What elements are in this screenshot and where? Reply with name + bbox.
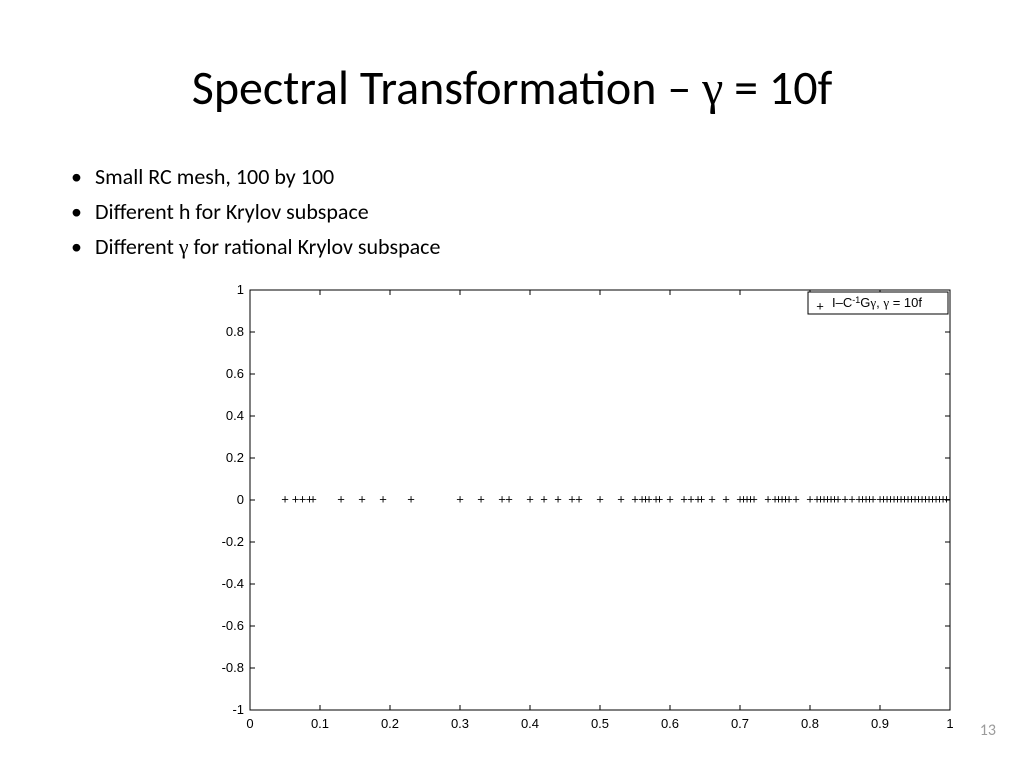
- svg-text:+: +: [281, 491, 289, 506]
- svg-text:I–C-1Gγ, γ = 10f: I–C-1Gγ, γ = 10f: [832, 295, 922, 310]
- svg-text:0.3: 0.3: [451, 716, 469, 731]
- svg-text:+: +: [337, 491, 345, 506]
- svg-text:+: +: [656, 491, 664, 506]
- svg-text:0.2: 0.2: [226, 450, 244, 465]
- chart-svg: -1 -0.8 -0.6 -0.4 -0.2 0 0.2 0.4 0.6 0.8 1 0 0.1 0.2 0…: [200, 280, 960, 740]
- scatter-chart: -1 -0.8 -0.6 -0.4 -0.2 0 0.2 0.4 0.6 0.8 1 0 0.1 0.2 0…: [200, 280, 960, 740]
- svg-text:+: +: [540, 491, 548, 506]
- svg-text:+: +: [708, 491, 716, 506]
- bullet-list: Small RC mesh, 100 by 100 Different h fo…: [95, 160, 440, 265]
- svg-text:+: +: [456, 491, 464, 506]
- slide: Spectral Transformation – γ = 10f Small …: [0, 0, 1024, 768]
- svg-text:-0.4: -0.4: [222, 576, 244, 591]
- svg-text:1: 1: [237, 282, 244, 297]
- svg-text:+: +: [526, 491, 534, 506]
- svg-text:0.6: 0.6: [226, 366, 244, 381]
- svg-text:0.9: 0.9: [871, 716, 889, 731]
- svg-text:-1: -1: [232, 702, 244, 717]
- svg-text:+: +: [943, 491, 951, 506]
- svg-text:-0.8: -0.8: [222, 660, 244, 675]
- page-number: 13: [980, 721, 996, 740]
- svg-text:+: +: [792, 491, 800, 506]
- svg-text:0: 0: [246, 716, 253, 731]
- svg-text:+: +: [309, 491, 317, 506]
- svg-text:0.6: 0.6: [661, 716, 679, 731]
- svg-text:-0.2: -0.2: [222, 534, 244, 549]
- svg-text:+: +: [617, 491, 625, 506]
- svg-text:-0.6: -0.6: [222, 618, 244, 633]
- svg-text:+: +: [407, 491, 415, 506]
- svg-text:+: +: [358, 491, 366, 506]
- svg-text:0.7: 0.7: [731, 716, 749, 731]
- slide-title: Spectral Transformation – γ = 10f: [0, 58, 1024, 117]
- svg-text:+: +: [722, 491, 730, 506]
- svg-text:+: +: [575, 491, 583, 506]
- svg-text:0.4: 0.4: [521, 716, 539, 731]
- svg-text:+: +: [477, 491, 485, 506]
- svg-text:0.8: 0.8: [801, 716, 819, 731]
- bullet-item: Small RC mesh, 100 by 100: [95, 160, 440, 193]
- bullet-item: Different h for Krylov subspace: [95, 195, 440, 228]
- svg-text:0.8: 0.8: [226, 324, 244, 339]
- svg-text:+: +: [596, 491, 604, 506]
- svg-text:1: 1: [946, 716, 953, 731]
- svg-text:+: +: [505, 491, 513, 506]
- svg-text:0.2: 0.2: [381, 716, 399, 731]
- svg-text:0.5: 0.5: [591, 716, 609, 731]
- svg-text:0: 0: [237, 492, 244, 507]
- svg-text:+: +: [666, 491, 674, 506]
- svg-text:+: +: [750, 491, 758, 506]
- svg-text:+: +: [554, 491, 562, 506]
- svg-text:0.4: 0.4: [226, 408, 244, 423]
- svg-text:0.1: 0.1: [311, 716, 329, 731]
- svg-text:+: +: [698, 491, 706, 506]
- svg-text:+: +: [379, 491, 387, 506]
- bullet-item: Different γ for rational Krylov subspace: [95, 230, 440, 263]
- svg-text:+: +: [816, 298, 824, 313]
